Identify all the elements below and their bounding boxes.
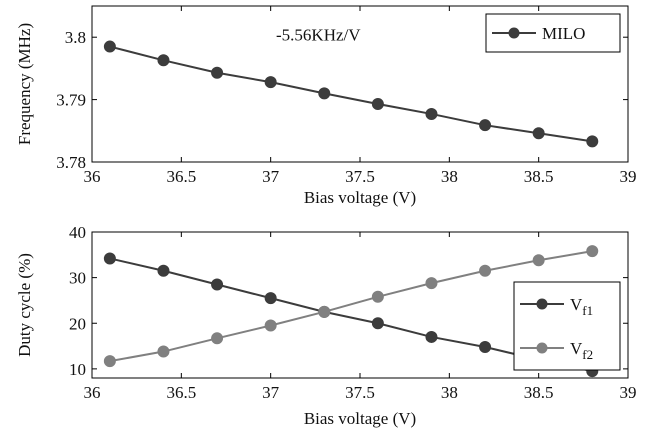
- y-tick-label: 30: [69, 269, 86, 288]
- legend-label-subscript: f1: [582, 303, 593, 318]
- data-point: [371, 317, 384, 330]
- legend-label: MILO: [542, 24, 585, 43]
- data-point: [103, 252, 116, 265]
- data-point: [157, 345, 170, 358]
- x-tick-label: 37.5: [345, 167, 375, 186]
- data-point: [371, 290, 384, 303]
- x-tick-label: 37: [262, 167, 280, 186]
- series-line-f1: [109, 257, 593, 373]
- data-point: [318, 87, 331, 100]
- data-point: [211, 332, 224, 345]
- x-axis-label: Bias voltage (V): [304, 409, 416, 428]
- y-axis-label: Frequency (MHz): [15, 23, 34, 145]
- data-point: [318, 305, 331, 318]
- chart-panel-2: 36 36.5 37 37.5 38 38.5 39 10 20 30 40 Bias voltage…: [15, 223, 637, 428]
- y-axis-label: Duty cycle (%): [15, 253, 34, 357]
- data-point: [532, 254, 545, 267]
- legend-marker: [536, 342, 548, 354]
- y-tick-label: 3.8: [65, 28, 86, 47]
- data-point: [479, 340, 492, 353]
- data-point: [425, 330, 438, 343]
- slope-annotation: -5.56KHz/V: [276, 25, 361, 44]
- y-tick-label: 10: [69, 360, 86, 379]
- x-tick-label: 38.5: [524, 167, 554, 186]
- data-point: [103, 355, 116, 368]
- legend-box: [513, 281, 621, 371]
- data-point: [103, 40, 116, 53]
- x-tick-label: 36.5: [166, 167, 196, 186]
- x-tick-label: 38.5: [524, 383, 554, 402]
- data-point: [264, 76, 277, 89]
- data-point: [157, 264, 170, 277]
- y-tick-label: 3.78: [56, 153, 86, 172]
- x-tick-label: 38: [441, 167, 458, 186]
- x-tick-label: 36.5: [166, 383, 196, 402]
- y-tick-label: 20: [69, 314, 86, 333]
- legend: MILO: [485, 13, 621, 53]
- x-axis-label: Bias voltage (V): [304, 188, 416, 207]
- data-point: [479, 264, 492, 277]
- x-tick-label: 36: [84, 167, 101, 186]
- data-point: [211, 278, 224, 291]
- legend-marker: [536, 298, 548, 310]
- data-point: [264, 292, 277, 305]
- legend-label-main: V: [570, 295, 583, 314]
- x-tick-label: 37.5: [345, 383, 375, 402]
- legend-marker: [508, 27, 520, 39]
- data-point: [264, 319, 277, 332]
- legend-label-main: MILO: [542, 24, 585, 43]
- data-point: [586, 135, 599, 148]
- chart-panel-1: 36 36.5 37 37.5 38 38.5 39 3.78 3.79 3.8 Bias volt…: [15, 5, 637, 207]
- x-tick-label: 37: [262, 383, 280, 402]
- x-tick-label: 38: [441, 383, 458, 402]
- y-tick-label: 3.79: [56, 91, 86, 110]
- legend-label: Vf1: [570, 295, 593, 318]
- legend-label-subscript: f2: [582, 347, 593, 362]
- y-tick-label: 40: [69, 223, 86, 242]
- data-point: [157, 54, 170, 67]
- x-tick-label: 39: [620, 167, 637, 186]
- data-point: [479, 119, 492, 132]
- data-point: [532, 127, 545, 140]
- data-point: [425, 107, 438, 120]
- series-line-milo: [109, 45, 593, 143]
- data-point: [425, 277, 438, 290]
- x-tick-label: 36: [84, 383, 101, 402]
- series-line-f2: [109, 250, 593, 363]
- data-point: [371, 97, 384, 110]
- data-point: [586, 245, 599, 258]
- legend-label-main: V: [570, 339, 583, 358]
- legend-label: Vf2: [570, 339, 593, 362]
- x-tick-label: 39: [620, 383, 637, 402]
- data-point: [211, 66, 224, 79]
